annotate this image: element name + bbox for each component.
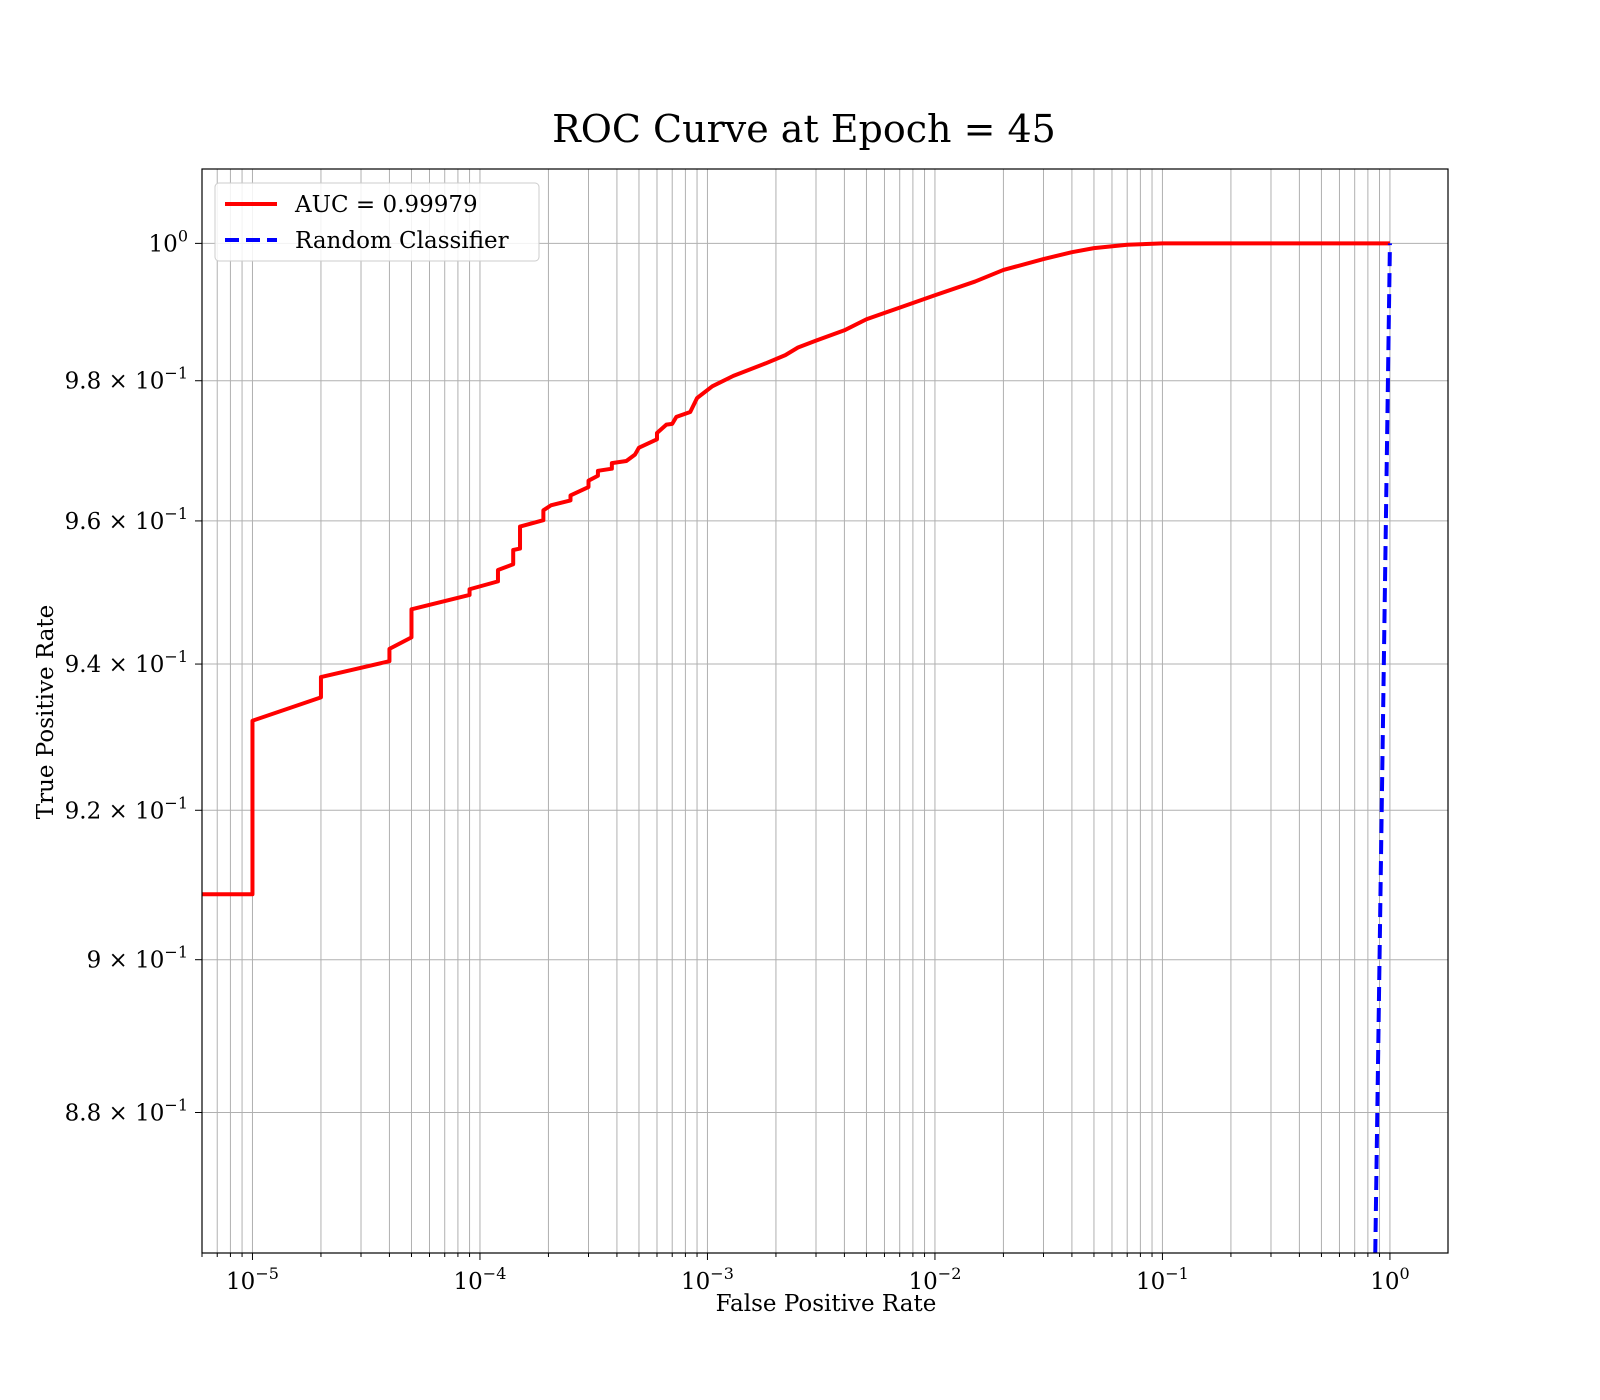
x-tick-label: 100 (1370, 1264, 1409, 1295)
series-line-1 (202, 241, 1390, 897)
series-line-2 (1373, 243, 1392, 1253)
y-axis-label: True Positive Rate (33, 605, 59, 820)
series-layer (202, 241, 1392, 1253)
x-tick-label: 10−1 (1136, 1264, 1189, 1295)
y-tick-label: 8.8 × 10−1 (65, 1095, 188, 1126)
x-tick-label: 10−4 (454, 1264, 507, 1295)
y-tick-label: 9.2 × 10−1 (65, 793, 188, 824)
legend-box (214, 182, 540, 262)
x-tick-label: 10−3 (681, 1264, 734, 1295)
axes-layer (201, 168, 1449, 1254)
plot-frame (201, 168, 1449, 1254)
legend-label-1: AUC = 0.99979 (294, 192, 478, 218)
y-tick-label: 9 × 10−1 (87, 943, 188, 974)
ticks-layer: 10−5 10−4 10−3 10−2 10−1 100 100 9.8 × 10−1 9.6 … (65, 226, 1410, 1295)
x-tick-label: 10−2 (909, 1264, 962, 1295)
y-tick-label: 9.4 × 10−1 (65, 647, 188, 678)
y-tick-label: 9.6 × 10−1 (65, 504, 188, 535)
y-tick-label: 9.8 × 10−1 (65, 364, 188, 395)
x-axis-label: False Positive Rate (716, 1291, 937, 1317)
grid-layer (201, 169, 1448, 1253)
legend: AUC = 0.99979 Random Classifier (214, 182, 540, 262)
x-tick-label: 10−5 (226, 1264, 279, 1295)
legend-label-2: Random Classifier (295, 228, 509, 254)
chart-title: ROC Curve at Epoch = 45 (552, 107, 1056, 151)
y-tick-label: 100 (149, 226, 188, 257)
